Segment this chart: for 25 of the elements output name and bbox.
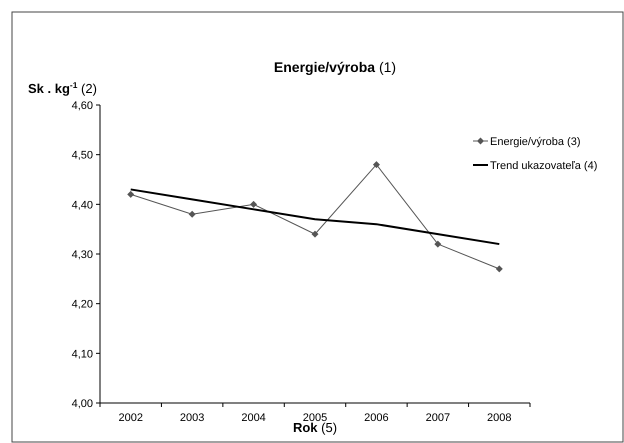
chart-title: Energie/výroba (1): [274, 59, 396, 75]
legend-label: Energie/výroba (3): [490, 136, 580, 148]
x-tick-label: 2008: [487, 412, 512, 424]
point: [250, 200, 258, 208]
y-tick-label: 4,20: [72, 298, 93, 311]
y-axis-title: Sk . kg$^{-1}$ (2): [28, 80, 97, 96]
y-tick-label: 4,50: [72, 150, 93, 162]
x-tick-label: 2003: [180, 412, 204, 424]
point: [372, 161, 380, 168]
x-tick-label: 2002: [118, 412, 143, 424]
x-tick-label: 2004: [241, 412, 266, 424]
x-tick-label: 2007: [426, 412, 450, 424]
point: [188, 210, 196, 218]
x-tick-label: 2006: [364, 412, 389, 424]
line-series: [130, 188, 500, 246]
y-tick-label: 4,60: [72, 100, 93, 112]
legend-label: Trend ukazovateľa (4): [490, 160, 598, 172]
point: [312, 230, 318, 238]
y-tick-label: 4,40: [72, 199, 93, 212]
y-tick-label: 4,00: [72, 398, 93, 410]
point: [127, 190, 134, 198]
y-tick-label: 4,10: [72, 348, 93, 360]
point: [496, 265, 503, 272]
point: [434, 240, 442, 248]
y-tick-label: 4,30: [72, 249, 93, 261]
